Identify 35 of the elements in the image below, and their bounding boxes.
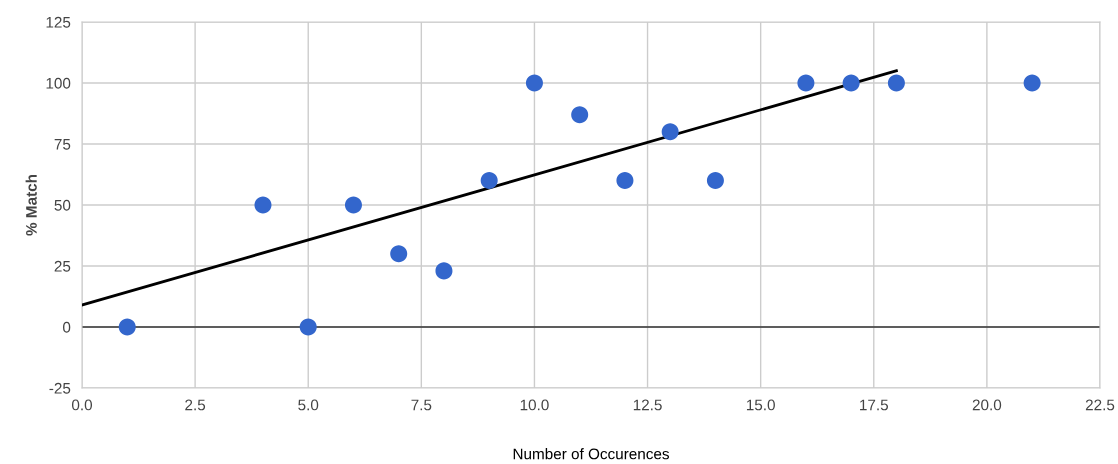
point: [706, 172, 724, 190]
point: [616, 172, 634, 190]
x-tick-label: 22.5: [1085, 399, 1115, 411]
point: [480, 172, 498, 190]
point: [299, 318, 317, 336]
y-tick-label: 75: [54, 139, 71, 150]
point: [390, 245, 408, 263]
point: [571, 106, 589, 124]
point: [1023, 74, 1041, 92]
x-tick-label: 15.0: [746, 399, 775, 411]
point: [254, 196, 272, 214]
point: [797, 74, 815, 92]
x-tick-label: 10.0: [520, 399, 549, 411]
y-tick-label: 125: [46, 16, 71, 28]
point: [525, 74, 543, 92]
x-tick-label: 0.0: [71, 399, 93, 411]
y-tick-label: 25: [54, 260, 71, 272]
x-axis-title: Number of Occurences: [513, 448, 669, 460]
y-tick-label: -25: [49, 382, 71, 394]
y-axis-title: % Match: [25, 174, 37, 236]
point: [887, 74, 905, 92]
x-tick-label: 17.5: [860, 399, 889, 411]
y-tick-label: 100: [46, 77, 71, 89]
point: [118, 318, 136, 336]
x-tick-label: 2.5: [185, 399, 206, 411]
point: [661, 123, 679, 141]
x-tick-label: 5.0: [298, 399, 319, 411]
x-tick-label: 20.0: [972, 399, 1002, 411]
point: [344, 196, 362, 214]
x-tick-label: 12.5: [633, 399, 662, 411]
y-tick-label: 0: [62, 321, 71, 333]
point: [435, 262, 453, 280]
point: [842, 74, 860, 92]
x-tick-label: 7.5: [411, 399, 432, 411]
y-tick-label: 50: [54, 199, 71, 211]
